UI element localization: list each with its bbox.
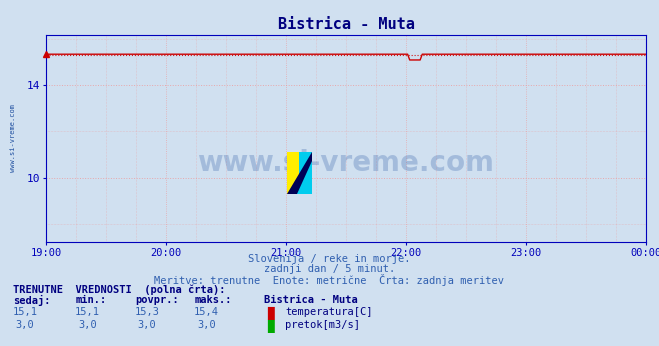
- Polygon shape: [287, 152, 312, 194]
- Text: 15,4: 15,4: [194, 307, 219, 317]
- Bar: [299, 152, 312, 194]
- Title: Bistrica - Muta: Bistrica - Muta: [277, 17, 415, 32]
- Text: temperatura[C]: temperatura[C]: [285, 307, 373, 317]
- Text: 3,0: 3,0: [138, 320, 156, 330]
- Text: TRENUTNE  VREDNOSTI  (polna črta):: TRENUTNE VREDNOSTI (polna črta):: [13, 284, 225, 295]
- Text: 15,3: 15,3: [134, 307, 159, 317]
- Text: █: █: [267, 307, 273, 320]
- Text: zadnji dan / 5 minut.: zadnji dan / 5 minut.: [264, 264, 395, 274]
- Text: █: █: [267, 320, 273, 333]
- Text: Slovenija / reke in morje.: Slovenija / reke in morje.: [248, 254, 411, 264]
- Text: 3,0: 3,0: [16, 320, 34, 330]
- Text: maks.:: maks.:: [194, 295, 232, 305]
- Text: Meritve: trenutne  Enote: metrične  Črta: zadnja meritev: Meritve: trenutne Enote: metrične Črta: …: [154, 274, 505, 286]
- Text: www.si-vreme.com: www.si-vreme.com: [198, 149, 494, 177]
- Text: www.si-vreme.com: www.si-vreme.com: [10, 104, 16, 172]
- Text: 3,0: 3,0: [197, 320, 215, 330]
- Text: 3,0: 3,0: [78, 320, 97, 330]
- Text: pretok[m3/s]: pretok[m3/s]: [285, 320, 360, 330]
- Text: 15,1: 15,1: [13, 307, 38, 317]
- Text: 15,1: 15,1: [75, 307, 100, 317]
- Bar: [287, 152, 299, 194]
- Polygon shape: [297, 161, 312, 194]
- Text: povpr.:: povpr.:: [135, 295, 179, 305]
- Text: sedaj:: sedaj:: [13, 295, 51, 306]
- Text: Bistrica - Muta: Bistrica - Muta: [264, 295, 357, 305]
- Text: min.:: min.:: [76, 295, 107, 305]
